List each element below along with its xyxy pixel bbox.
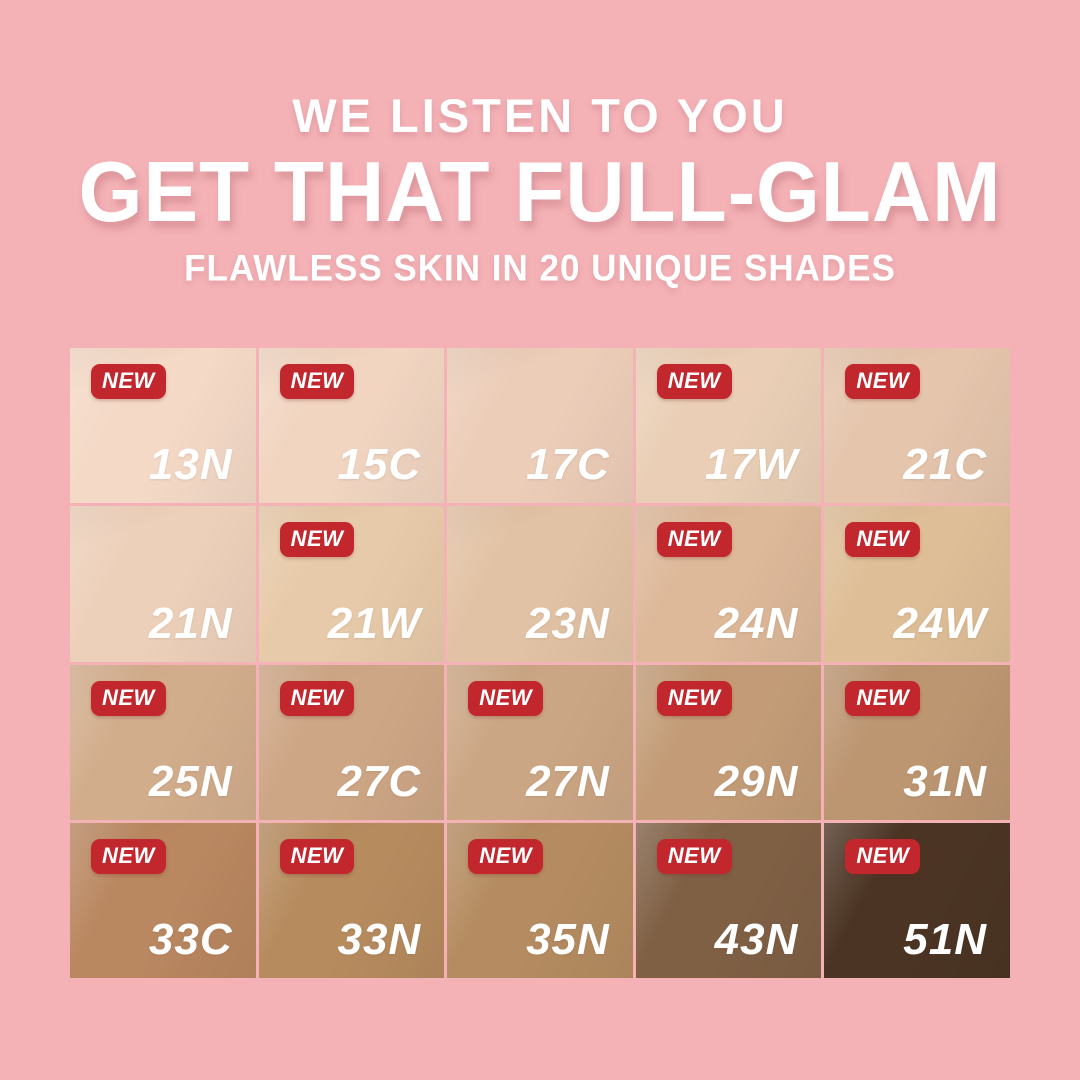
shade-label: 21N [148, 598, 233, 648]
shade-swatch: NEW 43N [635, 822, 822, 978]
shade-swatch: NEW 17C [447, 348, 633, 504]
new-badge: NEW [656, 838, 732, 874]
new-badge: NEW [468, 680, 544, 716]
shade-swatch: NEW 15C [258, 348, 445, 504]
shade-swatch: NEW 24W [824, 506, 1010, 662]
new-badge: NEW [91, 838, 166, 874]
shade-label: 25N [148, 756, 233, 806]
header-tagline: WE LISTEN TO YOU [292, 89, 788, 142]
shade-swatch: NEW 13N [70, 348, 256, 504]
shade-label: 24W [893, 598, 987, 648]
new-badge: NEW [845, 838, 921, 874]
shade-swatch: NEW 21W [258, 506, 445, 662]
new-badge: NEW [656, 522, 732, 558]
new-badge: NEW [845, 522, 921, 558]
shade-label: 27N [526, 756, 610, 806]
shade-swatch: NEW 33C [70, 822, 256, 978]
shade-swatch: NEW 23N [447, 506, 633, 662]
shade-swatch: NEW 35N [447, 822, 633, 978]
new-badge: NEW [279, 680, 355, 716]
shade-swatch: NEW 33N [258, 822, 445, 978]
shade-swatch: NEW 21C [824, 348, 1010, 504]
shade-swatch: NEW 27C [258, 664, 445, 820]
new-badge: NEW [656, 364, 732, 399]
shade-label: 29N [714, 756, 799, 806]
shade-label: 17W [704, 440, 799, 490]
shade-swatch: NEW 17W [635, 348, 822, 504]
header-subtitle: FLAWLESS SKIN IN 20 UNIQUE SHADES [184, 248, 896, 289]
shade-swatch: NEW 27N [447, 664, 633, 820]
shade-label: 15C [337, 440, 422, 490]
new-badge: NEW [279, 364, 355, 399]
shade-label: 27C [337, 756, 422, 806]
shade-swatch: NEW 25N [70, 664, 256, 820]
shade-label: 51N [903, 915, 987, 964]
new-badge: NEW [91, 364, 166, 399]
shade-label: 31N [903, 756, 987, 806]
shade-label: 17C [526, 440, 610, 490]
shade-swatch: NEW 24N [635, 506, 822, 662]
shade-label: 21C [903, 440, 987, 490]
shade-label: 24N [714, 598, 799, 648]
new-badge: NEW [279, 522, 355, 558]
new-badge: NEW [845, 680, 921, 716]
shade-label: 21W [327, 598, 422, 648]
new-badge: NEW [656, 680, 732, 716]
shade-swatch: NEW 51N [824, 822, 1010, 978]
shade-swatch: NEW 29N [635, 664, 822, 820]
new-badge: NEW [845, 364, 921, 399]
new-badge: NEW [91, 680, 166, 716]
shade-swatch: NEW 31N [824, 664, 1010, 820]
new-badge: NEW [468, 838, 544, 874]
shade-label: 35N [526, 915, 610, 964]
new-badge: NEW [279, 838, 355, 874]
shade-label: 33N [337, 915, 422, 964]
shade-label: 23N [526, 598, 610, 648]
page-title: GET THAT FULL-GLAM [78, 145, 1002, 240]
shade-label: 13N [148, 440, 233, 490]
shade-label: 43N [714, 915, 799, 964]
shade-label: 33C [148, 915, 233, 964]
shade-swatch: NEW 21N [70, 506, 256, 662]
shade-grid: NEW 13N NEW 15C NEW 17C NEW 17W NEW 21C … [70, 348, 1010, 978]
